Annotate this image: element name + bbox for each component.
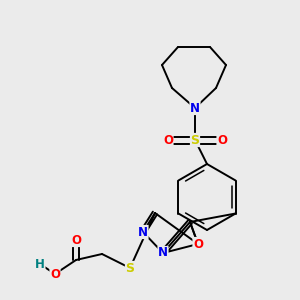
Text: O: O — [217, 134, 227, 146]
Text: S: S — [125, 262, 134, 275]
Text: O: O — [50, 268, 60, 281]
Text: N: N — [190, 101, 200, 115]
Text: O: O — [193, 238, 203, 250]
Text: H: H — [35, 257, 45, 271]
Text: N: N — [158, 247, 168, 260]
Text: O: O — [71, 233, 81, 247]
Text: N: N — [138, 226, 148, 238]
Text: O: O — [163, 134, 173, 146]
Text: S: S — [190, 134, 200, 146]
